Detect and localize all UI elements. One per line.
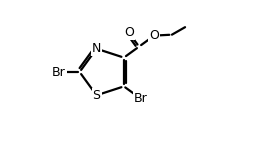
Text: Br: Br <box>134 92 147 105</box>
Text: Br: Br <box>52 66 66 78</box>
Text: O: O <box>149 29 159 42</box>
Text: O: O <box>124 26 134 39</box>
Text: N: N <box>92 42 101 55</box>
Text: S: S <box>93 89 101 102</box>
